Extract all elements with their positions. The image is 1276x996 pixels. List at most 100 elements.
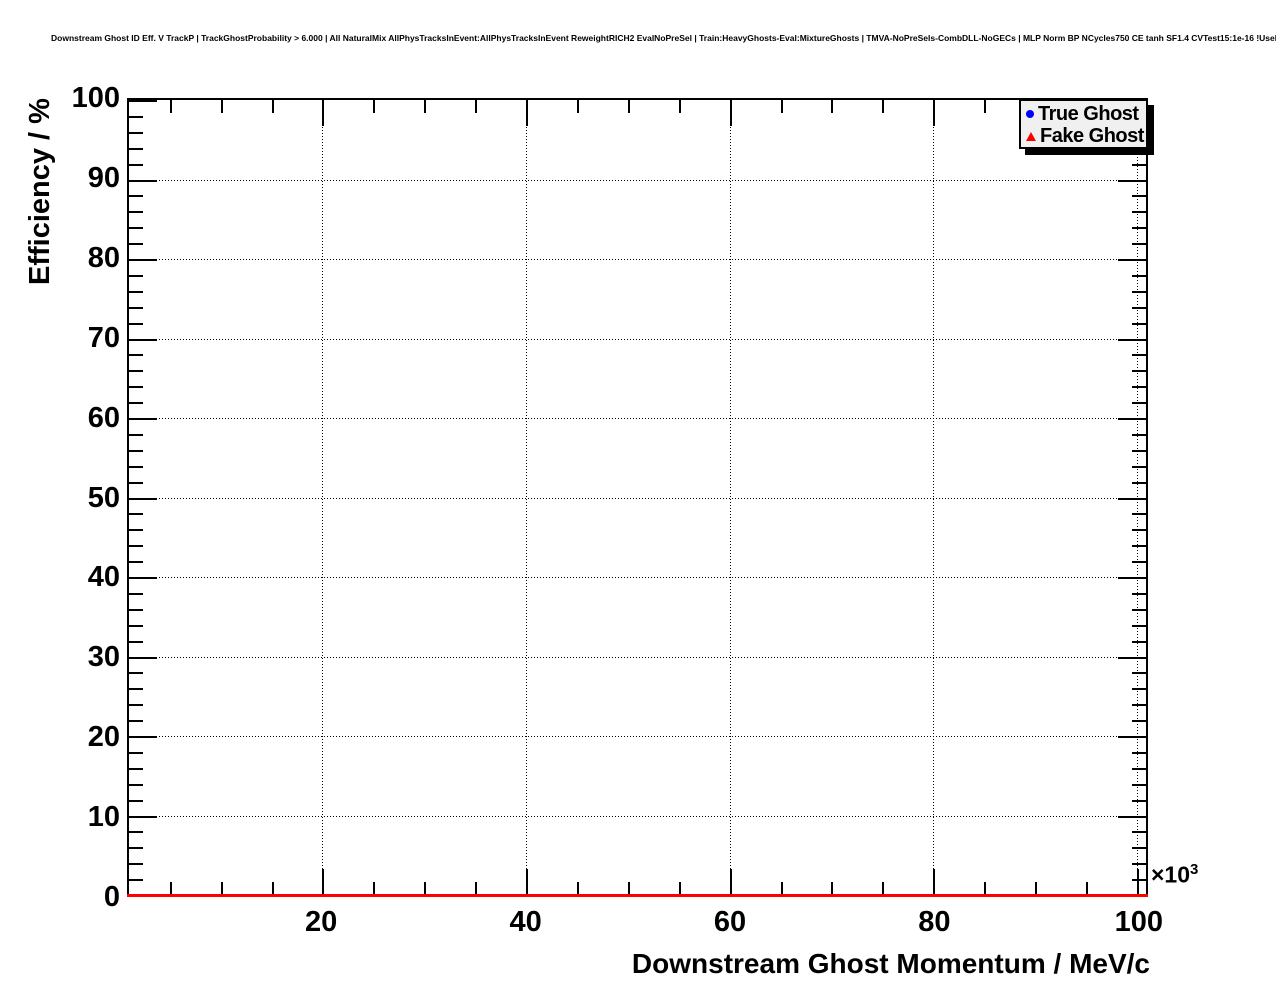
x-minor-tick-55-bottom (678, 882, 681, 895)
y-tick-label-0: 0 (103, 881, 120, 913)
y-minor-tick-86-left (129, 211, 143, 214)
legend-entry-fake-ghost: Fake Ghost (1026, 125, 1146, 147)
y-major-tick-60-left (129, 418, 157, 420)
y-minor-tick-22-right (1132, 720, 1146, 723)
y-minor-tick-8-right (1132, 831, 1146, 834)
x-tick-label-100: 100 (1114, 906, 1163, 938)
x-tick-labels: 20 40 60 80 100 (127, 906, 1163, 942)
y-minor-tick-92-left (129, 163, 143, 166)
y-minor-tick-18-right (1132, 751, 1146, 754)
x-minor-tick-10-bottom (220, 882, 223, 895)
gridline-y-10 (129, 815, 1146, 817)
y-minor-tick-72-right (1132, 322, 1146, 325)
y-tick-label-10: 10 (87, 801, 120, 834)
x-minor-tick-75-bottom (882, 882, 885, 895)
fake-ghost-zero-line (127, 894, 1148, 897)
y-major-tick-40-left (129, 577, 157, 579)
y-minor-tick-84-left (129, 227, 143, 230)
y-minor-tick-44-left (129, 545, 143, 548)
x-tick-label-40: 40 (509, 906, 542, 938)
y-minor-tick-32-right (1132, 640, 1146, 643)
x-major-tick-60-bottom (729, 869, 732, 895)
y-minor-tick-14-right (1132, 783, 1146, 786)
y-tick-label-20: 20 (87, 721, 120, 754)
y-minor-tick-88-right (1132, 195, 1146, 198)
y-minor-tick-58-right (1132, 433, 1146, 436)
y-minor-tick-2-left (129, 879, 143, 882)
y-minor-tick-18-left (129, 751, 143, 754)
y-minor-tick-56-left (129, 449, 143, 452)
x-minor-tick-45-top (576, 100, 579, 113)
y-minor-tick-14-left (129, 783, 143, 786)
y-minor-tick-98-left (129, 115, 143, 118)
y-tick-label-30: 30 (87, 641, 120, 674)
y-minor-tick-76-right (1132, 290, 1146, 293)
legend: True Ghost Fake Ghost (1019, 99, 1148, 149)
y-minor-tick-48-right (1132, 513, 1146, 516)
y-minor-tick-46-left (129, 529, 143, 532)
plot-title: Downstream Ghost ID Eff. V TrackP | Trac… (51, 33, 1276, 43)
y-major-tick-70-right (1118, 338, 1146, 341)
y-minor-tick-24-left (129, 704, 143, 707)
y-tick-label-40: 40 (87, 561, 120, 594)
y-minor-tick-42-right (1132, 561, 1146, 564)
y-major-tick-20-right (1118, 736, 1146, 738)
x-minor-tick-15-bottom (271, 882, 274, 895)
x-minor-tick-65-top (780, 100, 783, 113)
gridline-y-60 (129, 418, 1146, 419)
x-minor-tick-5-bottom (169, 882, 172, 895)
y-minor-tick-26-right (1132, 688, 1146, 691)
y-minor-tick-36-left (129, 608, 143, 611)
x-axis-title: Downstream Ghost Momentum / MeV/c (631, 948, 1150, 979)
x-tick-label-80: 80 (918, 906, 951, 938)
x-minor-tick-10-top (220, 100, 223, 113)
x-axis-exponent-power: 3 (1190, 861, 1199, 878)
true-ghost-marker-icon (1026, 110, 1034, 118)
y-minor-tick-4-left (129, 863, 143, 866)
y-minor-tick-64-right (1132, 386, 1146, 389)
y-minor-tick-66-left (129, 370, 143, 373)
x-minor-tick-25-top (373, 100, 376, 113)
gridline-y-40 (129, 577, 1146, 578)
y-minor-tick-78-right (1132, 274, 1146, 277)
y-minor-tick-74-left (129, 306, 143, 309)
legend-label-fake-ghost: Fake Ghost (1040, 124, 1144, 147)
x-minor-tick-85-bottom (984, 882, 987, 895)
x-major-tick-20-top (322, 100, 325, 126)
x-major-tick-60-top (729, 100, 732, 126)
x-minor-tick-30-bottom (424, 882, 427, 895)
y-minor-tick-6-right (1132, 847, 1146, 850)
gridline-y-70 (129, 338, 1146, 340)
y-minor-tick-34-right (1132, 624, 1146, 627)
y-minor-tick-12-left (129, 799, 143, 802)
y-tick-label-90: 90 (87, 161, 120, 194)
y-minor-tick-34-left (129, 624, 143, 627)
y-minor-tick-16-right (1132, 767, 1146, 770)
y-major-tick-30-left (129, 656, 157, 659)
y-minor-tick-66-right (1132, 370, 1146, 373)
y-minor-tick-28-right (1132, 672, 1146, 675)
y-major-tick-30-right (1118, 656, 1146, 659)
y-tick-label-60: 60 (87, 401, 120, 434)
gridline-y-80 (129, 259, 1146, 260)
y-minor-tick-46-right (1132, 529, 1146, 532)
y-minor-tick-54-left (129, 465, 143, 468)
y-major-tick-100-left (129, 100, 157, 102)
x-minor-tick-30-top (424, 100, 427, 113)
x-minor-tick-75-top (882, 100, 885, 113)
x-minor-tick-70-top (831, 100, 834, 113)
fake-ghost-marker-icon (1026, 131, 1036, 141)
y-minor-tick-42-left (129, 561, 143, 564)
y-tick-label-100: 100 (71, 82, 120, 114)
x-major-tick-80-top (933, 100, 936, 126)
x-minor-tick-35-bottom (475, 882, 478, 895)
x-minor-tick-45-bottom (576, 882, 579, 895)
y-minor-tick-58-left (129, 433, 143, 436)
y-minor-tick-52-left (129, 481, 143, 484)
y-minor-tick-82-left (129, 243, 143, 246)
y-minor-tick-94-left (129, 147, 143, 150)
y-major-tick-80-left (129, 259, 157, 261)
y-minor-tick-32-left (129, 640, 143, 643)
y-minor-tick-68-right (1132, 354, 1146, 357)
